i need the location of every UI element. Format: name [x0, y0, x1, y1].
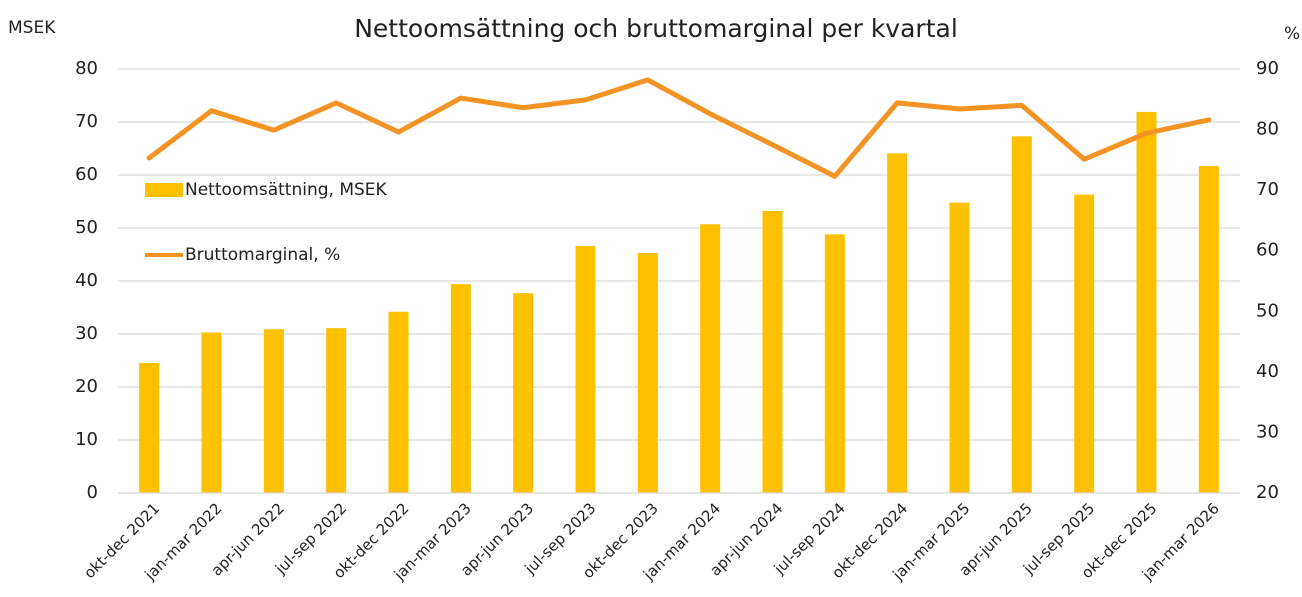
bar: [1011, 136, 1032, 493]
y2-tick-label: 60: [1256, 240, 1279, 261]
y2-axis-label: %: [1284, 24, 1300, 44]
chart-title: Nettoomsättning och bruttomarginal per k…: [354, 14, 958, 43]
y-tick-label: 70: [75, 111, 98, 132]
y2-tick-label: 80: [1256, 119, 1279, 140]
legend-label: Nettoomsättning, MSEK: [185, 180, 388, 200]
bar: [1198, 165, 1219, 494]
bar: [1136, 111, 1157, 494]
y2-tick-label: 30: [1256, 421, 1279, 442]
y2-tick-label: 20: [1256, 482, 1279, 503]
legend-label: Bruttomarginal, %: [185, 245, 340, 265]
y2-tick-label: 40: [1256, 361, 1279, 382]
legend-swatch: [145, 183, 183, 197]
y-tick-label: 10: [75, 429, 98, 450]
bar: [824, 234, 845, 494]
y-tick-label: 80: [75, 58, 98, 79]
bar: [139, 363, 160, 493]
y-tick-label: 40: [75, 270, 98, 291]
bar: [575, 246, 596, 493]
bar: [1074, 194, 1095, 494]
bar: [263, 329, 284, 493]
bar: [637, 252, 658, 493]
bar: [450, 284, 471, 493]
y2-tick-label: 90: [1256, 58, 1279, 79]
bar: [700, 224, 721, 494]
y-tick-label: 50: [75, 217, 98, 238]
bar: [201, 332, 222, 493]
bar: [762, 211, 783, 494]
bar: [326, 328, 347, 493]
y-tick-label: 20: [75, 376, 98, 397]
bar: [388, 311, 409, 493]
y-tick-label: 30: [75, 323, 98, 344]
y-tick-label: 0: [87, 482, 98, 503]
bar: [949, 202, 970, 493]
y-axis-label: MSEK: [8, 18, 56, 38]
bar: [887, 153, 908, 493]
y-tick-label: 60: [75, 164, 98, 185]
bar: [513, 293, 534, 493]
line: [146, 77, 1212, 179]
y2-tick-label: 50: [1256, 300, 1279, 321]
y2-tick-label: 70: [1256, 179, 1279, 200]
